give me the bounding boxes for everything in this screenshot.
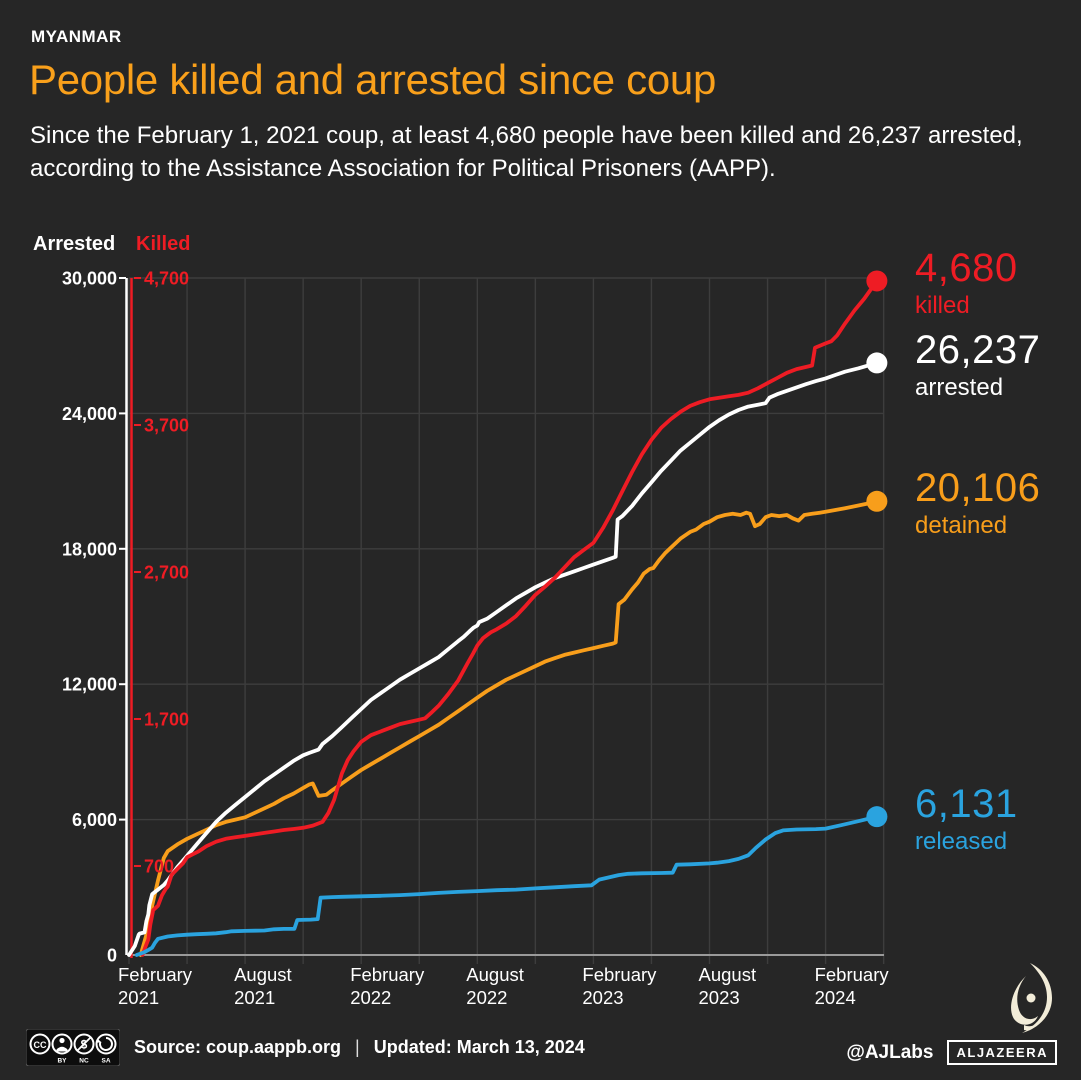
annotation-value-killed: 4,680 (915, 245, 1018, 290)
annotation-label-released: released (915, 827, 1008, 855)
endpoint-dot-released (866, 806, 888, 828)
endpoint-dot-arrested (866, 352, 888, 374)
svg-text:CC: CC (34, 1040, 47, 1050)
chart-axis-labels: 30,000 24,000 18,000 12,000 6,000 0 4,700 3,700… (62, 269, 889, 1009)
ajlabs-credit: @AJLabs (846, 1041, 934, 1063)
left-axis-tick-label: 6,000 (72, 810, 117, 830)
series-line-arrested (127, 360, 879, 957)
right-axis-tick-label: 700 (144, 857, 174, 877)
left-axis-tick-label: 12,000 (62, 675, 117, 695)
left-axis-tick-label: 0 (107, 946, 117, 966)
annotation-label-arrested: arrested (915, 373, 1004, 401)
endpoint-dot-killed (866, 270, 888, 292)
annotation-value-released: 6,131 (915, 781, 1018, 826)
footer-right: @AJLabs ALJAZEERA (846, 1040, 1057, 1065)
x-axis-tick-label: August 2022 (466, 964, 524, 1008)
kicker-label: MYANMAR (31, 27, 122, 46)
svg-text:BY: BY (57, 1058, 67, 1065)
annotation-label-killed: killed (915, 291, 970, 319)
cc-by-nc-sa-license-icon: CC BY $ NC SA (26, 1029, 120, 1066)
aljazeera-flame-logo-icon (1011, 963, 1052, 1033)
annotation-released: 6,131 released (915, 783, 1018, 856)
x-axis-tick-label: February 2021 (118, 964, 193, 1008)
chart-series-lines (127, 278, 879, 957)
annotation-arrested: 26,237 arrested (915, 329, 1040, 402)
svg-text:SA: SA (101, 1058, 110, 1065)
series-line-killed (140, 278, 879, 957)
x-axis-tick-label: August 2021 (234, 964, 292, 1008)
annotation-value-detained: 20,106 (915, 466, 1041, 511)
endpoint-dot-detained (866, 490, 888, 512)
chart-gridlines (128, 277, 885, 964)
annotation-label-detained: detained (915, 512, 1008, 540)
svg-text:NC: NC (79, 1058, 89, 1065)
updated-text: Updated: March 13, 2024 (373, 1037, 585, 1057)
annotation-value-arrested: 26,237 (915, 327, 1041, 372)
right-axis-title: Killed (136, 233, 191, 255)
series-line-released (134, 814, 879, 957)
page-title: People killed and arrested since coup (29, 56, 717, 103)
source-line: Source: coup.aappb.org | Updated: March 13… (134, 1037, 585, 1058)
source-separator: | (355, 1037, 360, 1057)
right-axis-tick-label: 2,700 (144, 563, 189, 583)
source-text: Source: coup.aappb.org (134, 1037, 342, 1057)
chart-endpoint-dots (866, 270, 888, 828)
annotation-detained: 20,106 detained (915, 467, 1040, 540)
right-axis-tick-label: 1,700 (144, 710, 189, 730)
x-axis-tick-label: August 2023 (699, 964, 757, 1008)
footer-left: CC BY $ NC SA Source: coup.aappb.org | Upd… (26, 1029, 585, 1066)
x-axis-tick-label: February 2024 (815, 964, 890, 1008)
left-axis-tick-label: 30,000 (62, 269, 117, 289)
left-axis-tick-label: 18,000 (62, 539, 117, 559)
x-axis-tick-label: February 2022 (350, 964, 425, 1008)
left-axis-title: Arrested (33, 233, 116, 255)
right-axis-tick-label: 3,700 (144, 416, 189, 436)
x-axis-tick-label: February 2023 (582, 964, 657, 1008)
chart-axes (119, 277, 884, 958)
right-axis-tick-label: 4,700 (144, 269, 189, 289)
aljazeera-brand-badge: ALJAZEERA (947, 1040, 1057, 1065)
left-axis-tick-label: 24,000 (62, 404, 117, 424)
page-subtitle: Since the February 1, 2021 coup, at leas… (30, 122, 1023, 182)
annotation-killed: 4,680 killed (915, 247, 1018, 320)
series-line-detained (138, 499, 879, 957)
